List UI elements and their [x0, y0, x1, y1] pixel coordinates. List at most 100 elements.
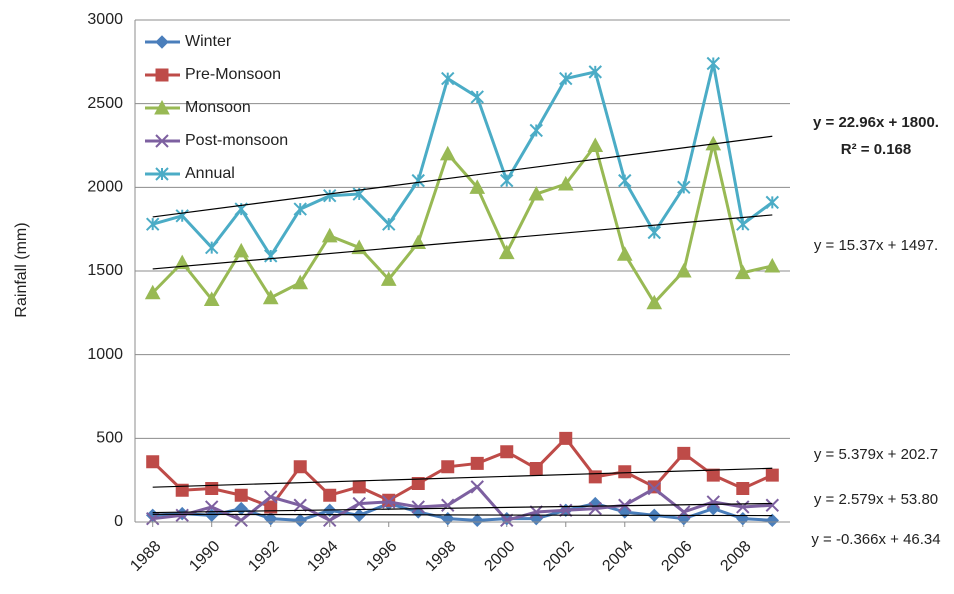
marker	[382, 493, 396, 507]
y-tick-label: 2000	[87, 179, 123, 196]
marker	[618, 173, 632, 188]
marker	[352, 480, 366, 494]
x-tick-label: 1992	[245, 538, 282, 575]
r-squared: R² = 0.168	[841, 141, 911, 158]
marker	[146, 455, 160, 469]
trend-equation: y = 5.379x + 202.7	[814, 446, 938, 463]
marker	[411, 173, 425, 188]
y-tick-label: 2500	[87, 95, 123, 112]
marker	[765, 513, 780, 528]
marker	[588, 470, 602, 484]
marker	[588, 501, 602, 516]
marker	[175, 209, 189, 223]
marker	[675, 262, 692, 278]
marker	[559, 71, 573, 86]
marker	[557, 175, 574, 191]
marker	[293, 513, 307, 528]
marker	[262, 289, 279, 305]
marker	[469, 179, 486, 194]
marker	[618, 505, 632, 519]
marker	[470, 90, 484, 104]
series-line	[152, 63, 774, 259]
marker	[677, 446, 691, 460]
marker	[587, 137, 604, 152]
marker	[144, 284, 161, 300]
marker	[470, 480, 484, 494]
marker	[352, 496, 366, 511]
marker	[174, 254, 191, 270]
marker	[382, 217, 396, 231]
y-tick-label: 3000	[87, 11, 123, 28]
marker	[205, 240, 219, 255]
marker	[205, 482, 219, 496]
marker	[706, 468, 720, 482]
marker	[500, 513, 514, 528]
marker	[765, 468, 779, 482]
marker	[706, 495, 720, 509]
marker	[234, 488, 248, 502]
marker	[528, 185, 545, 201]
marker	[618, 465, 632, 479]
marker	[677, 511, 691, 526]
marker	[441, 460, 455, 474]
marker	[736, 482, 750, 496]
marker	[411, 477, 425, 491]
marker	[529, 461, 543, 475]
marker	[559, 431, 573, 445]
legend-marker	[154, 99, 170, 115]
marker	[233, 242, 250, 258]
marker	[380, 271, 397, 286]
legend-marker	[155, 134, 169, 148]
marker	[677, 180, 691, 195]
x-tick-label: 1990	[186, 538, 223, 575]
marker	[203, 291, 220, 306]
x-tick-label: 1988	[127, 538, 164, 575]
y-tick-label: 1000	[87, 346, 123, 363]
marker	[736, 217, 750, 231]
marker	[765, 195, 780, 210]
marker	[646, 294, 663, 310]
marker	[500, 173, 514, 188]
trendline	[152, 502, 773, 514]
x-tick-label: 2004	[599, 538, 636, 575]
marker	[264, 500, 278, 514]
legend-marker	[155, 35, 169, 49]
marker	[734, 264, 751, 280]
marker	[264, 490, 278, 504]
trendline	[152, 513, 773, 517]
marker	[323, 188, 337, 203]
trendline	[152, 214, 773, 270]
trend-equation: y = 2.579x + 53.80	[814, 491, 938, 508]
legend-label: Annual	[185, 165, 235, 182]
marker	[616, 246, 633, 261]
marker	[205, 500, 219, 514]
x-tick-label: 2002	[540, 538, 577, 575]
x-tick-label: 1998	[422, 538, 459, 575]
marker	[647, 481, 661, 496]
marker	[293, 460, 307, 474]
marker	[382, 495, 396, 509]
marker	[264, 249, 278, 263]
legend-label: Post-monsoon	[185, 132, 288, 149]
marker	[765, 498, 780, 512]
legend-marker	[155, 68, 169, 82]
y-axis-label: Rainfall (mm)	[13, 222, 30, 317]
trendline	[152, 467, 773, 488]
y-tick-label: 1500	[87, 262, 123, 279]
marker	[441, 71, 455, 86]
x-tick-label: 1994	[304, 538, 341, 575]
marker	[175, 508, 189, 523]
marker	[293, 202, 307, 216]
trend-equation: y = 22.96x + 1800.	[813, 114, 939, 131]
series-line	[151, 436, 773, 509]
legend-label: Pre-Monsoon	[185, 66, 281, 83]
marker	[411, 500, 425, 514]
marker	[439, 145, 456, 161]
marker	[736, 511, 750, 526]
marker	[500, 445, 514, 459]
series-line	[151, 142, 773, 306]
marker	[145, 217, 160, 231]
legend-label: Winter	[185, 33, 232, 50]
marker	[234, 501, 248, 516]
trend-equation: y = 15.37x + 1497.	[814, 237, 938, 254]
